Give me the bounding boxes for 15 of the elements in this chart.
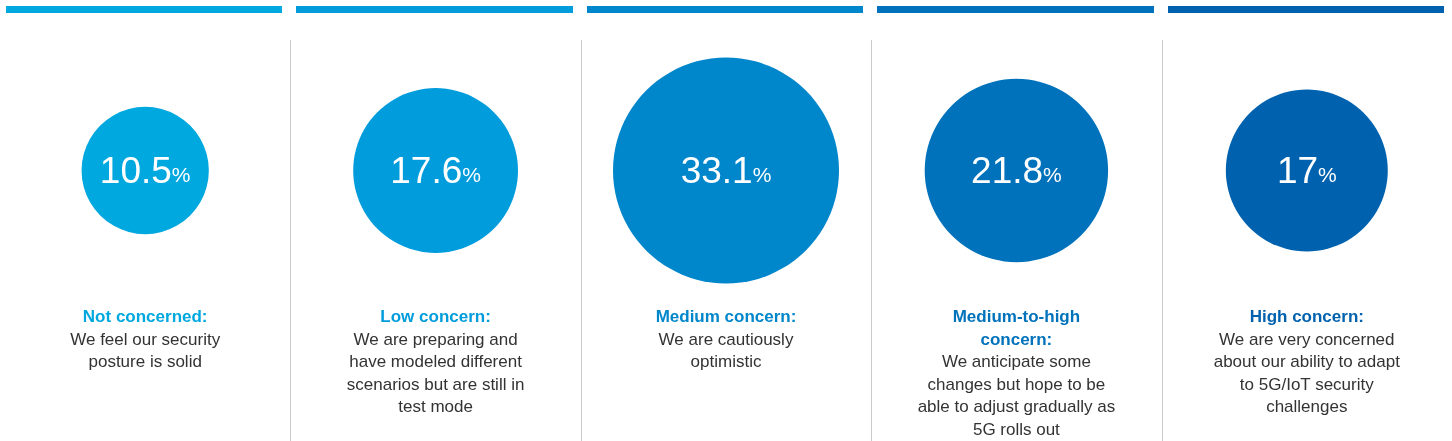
data-label: 21.8%: [971, 150, 1062, 191]
text: Medium concern:: [654, 306, 798, 328]
text: High concern:: [1248, 306, 1365, 328]
text: Not concerned:: [81, 306, 209, 328]
data-label: 17.6%: [390, 150, 481, 191]
text: We are preparing and have modeled different scenarios but are still in test mode: [345, 328, 526, 418]
data-label: 10.5%: [99, 150, 191, 191]
text: We anticipate some changes but hope to be able to adjust gradually as 5G rolls out: [916, 351, 1117, 441]
text: Medium-to-high concern:: [951, 306, 1082, 351]
text: Low concern:: [379, 306, 492, 328]
data-label: 33.1%: [680, 150, 772, 191]
text: We are cautiously optimistic: [657, 328, 795, 373]
text: We are very concerned about our ability to adapt to 5G/IoT security challenges: [1212, 328, 1401, 418]
text: We feel our security posture is solid: [69, 328, 222, 373]
data-label: 17%: [1276, 150, 1337, 191]
